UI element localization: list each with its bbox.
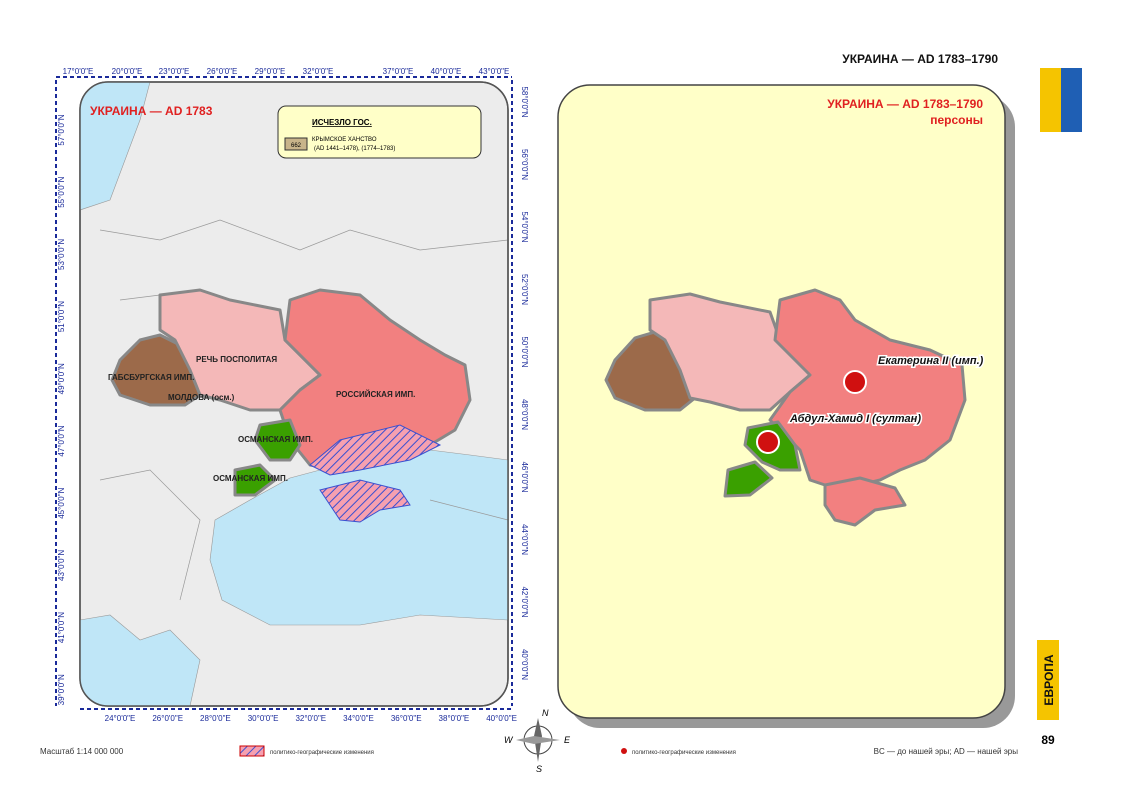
lat-label: 44°0'0"N xyxy=(520,524,529,555)
lon-label: 20°0'0"E xyxy=(112,67,143,76)
lat-label: 47°0'0"N xyxy=(57,425,66,456)
map-title: УКРАИНА — AD 1783–1790 xyxy=(827,97,983,111)
person-icon xyxy=(843,370,867,394)
legend-years: (AD 1441–1478), (1774–1783) xyxy=(314,146,395,152)
lat-label: 51°0'0"N xyxy=(57,301,66,332)
lat-label: 55°0'0"N xyxy=(57,176,66,207)
lon-label: 40°0'0"E xyxy=(486,714,517,723)
region-label: ОСМАНСКАЯ ИМП. xyxy=(238,435,313,444)
lon-label: 36°0'0"E xyxy=(391,714,422,723)
left-map: УКРАИНА — AD 1783 ИСЧЕЗЛО ГОС. 662 КРЫМС… xyxy=(55,76,513,710)
lon-label: 26°0'0"E xyxy=(152,714,183,723)
lat-label: 39°0'0"N xyxy=(57,674,66,705)
lat-label: 48°0'0"N xyxy=(520,399,529,430)
lat-label: 49°0'0"N xyxy=(57,363,66,394)
lat-label: 42°0'0"N xyxy=(520,586,529,617)
lon-label: 26°0'0"E xyxy=(207,67,238,76)
lon-label: 24°0'0"E xyxy=(105,714,136,723)
lon-label: 32°0'0"E xyxy=(303,67,334,76)
region-label: ОСМАНСКАЯ ИМП. xyxy=(213,474,288,483)
legend-changes: политико-географические изменения xyxy=(632,750,736,756)
map-subtitle: персоны xyxy=(930,113,983,127)
lat-label: 53°0'0"N xyxy=(57,239,66,270)
right-map: УКРАИНА — AD 1783–1790 персоны Екатерина… xyxy=(557,84,1015,728)
lat-label: 41°0'0"N xyxy=(57,612,66,643)
person-label: Екатерина II (имп.) xyxy=(878,355,984,367)
region-label: ГАБСБУРГСКАЯ ИМП. xyxy=(108,373,194,382)
region-label: РЕЧЬ ПОСПОЛИТАЯ xyxy=(196,355,277,364)
legend-changes: политико-географические изменения xyxy=(270,750,374,756)
lat-label: 56°0'0"N xyxy=(520,149,529,180)
map-title: УКРАИНА — AD 1783 xyxy=(90,104,213,118)
lon-label: 17°0'0"E xyxy=(63,67,94,76)
lat-label: 40°0'0"N xyxy=(520,649,529,680)
lon-label: 43°0'0"E xyxy=(479,67,510,76)
compass-s: S xyxy=(536,764,542,774)
lat-label: 45°0'0"N xyxy=(57,487,66,518)
lon-label: 28°0'0"E xyxy=(200,714,231,723)
lat-label: 54°0'0"N xyxy=(520,211,529,242)
person-icon xyxy=(756,430,780,454)
scale: Масштаб 1:14 000 000 xyxy=(40,747,124,756)
lat-label: 58°0'0"N xyxy=(520,86,529,117)
lat-label: 57°0'0"N xyxy=(57,114,66,145)
person-label: Абдул-Хамид I (султан) xyxy=(789,413,921,425)
legend-heading: ИСЧЕЗЛО ГОС. xyxy=(312,118,372,127)
compass-e: E xyxy=(564,735,571,745)
page-title: УКРАИНА — AD 1783–1790 xyxy=(842,52,998,66)
legend-code: 662 xyxy=(291,143,302,149)
compass: N W E S xyxy=(504,708,571,774)
lon-label: 32°0'0"E xyxy=(295,714,326,723)
flag-yellow xyxy=(1040,68,1061,132)
compass-n: N xyxy=(542,708,549,718)
lon-label: 34°0'0"E xyxy=(343,714,374,723)
flag-blue xyxy=(1061,68,1082,132)
page-number: 89 xyxy=(1041,733,1055,747)
region-label: МОЛДОВА (осм.) xyxy=(168,393,235,402)
lon-label: 30°0'0"E xyxy=(248,714,279,723)
lon-label: 40°0'0"E xyxy=(431,67,462,76)
compass-w: W xyxy=(504,735,514,745)
lat-label: 50°0'0"N xyxy=(520,336,529,367)
lat-label: 46°0'0"N xyxy=(520,461,529,492)
lon-label: 29°0'0"E xyxy=(255,67,286,76)
lat-label: 43°0'0"N xyxy=(57,550,66,581)
section-label: ЕВРОПА xyxy=(1042,654,1056,705)
lon-label: 38°0'0"E xyxy=(439,714,470,723)
legend-name: КРЫМСКОЕ ХАНСТВО xyxy=(312,137,377,143)
region-label: РОССИЙСКАЯ ИМП. xyxy=(336,390,415,399)
lon-label: 23°0'0"E xyxy=(159,67,190,76)
lon-label: 37°0'0"E xyxy=(383,67,414,76)
lat-label: 52°0'0"N xyxy=(520,274,529,305)
era-note: BC — до нашей эры; AD — нашей эры xyxy=(874,747,1019,756)
